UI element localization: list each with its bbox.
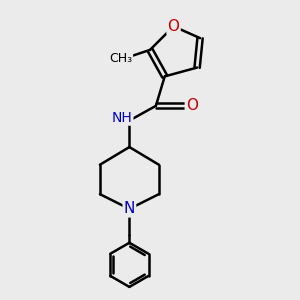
- Text: O: O: [186, 98, 198, 113]
- Text: CH₃: CH₃: [109, 52, 132, 65]
- Text: N: N: [124, 201, 135, 216]
- Text: NH: NH: [112, 111, 132, 124]
- Text: O: O: [168, 19, 180, 34]
